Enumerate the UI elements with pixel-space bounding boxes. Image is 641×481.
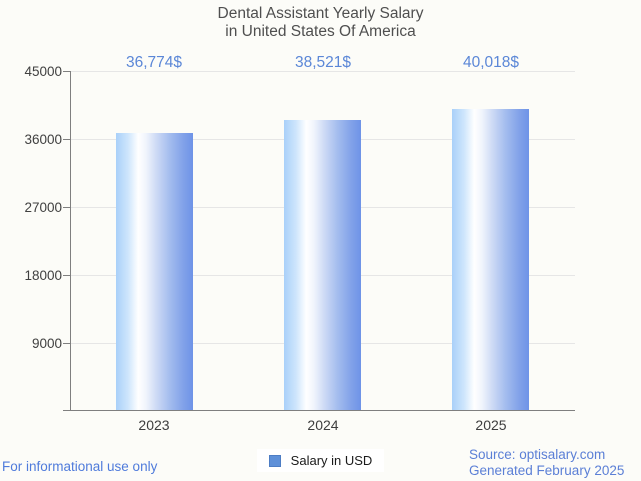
y-tick: [63, 343, 70, 344]
bar-value-label-2024: 38,521$: [294, 54, 352, 71]
x-axis-baseline: [70, 410, 575, 411]
source-attribution: Source: optisalary.com Generated Februar…: [469, 447, 624, 478]
legend: Salary in USD: [0, 449, 641, 472]
source-line: Source: optisalary.com: [469, 447, 606, 462]
gridline-45000: [70, 71, 575, 72]
chart-title: Dental Assistant Yearly Salary in United…: [0, 5, 641, 40]
chart-title-line1: Dental Assistant Yearly Salary: [217, 5, 424, 22]
legend-item: Salary in USD: [256, 449, 385, 472]
generated-line: Generated February 2025: [469, 462, 625, 478]
y-tick: [63, 275, 70, 276]
y-axis-label-36000: 36000: [24, 132, 62, 147]
x-axis-label-2025: 2025: [475, 417, 507, 433]
chart-title-line2: in United States Of America: [225, 22, 416, 40]
plot-area: [63, 71, 575, 411]
legend-label: Salary in USD: [290, 453, 373, 468]
y-axis-label-9000: 9000: [31, 336, 62, 351]
y-axis-label-27000: 27000: [24, 200, 62, 215]
x-axis-label-2023: 2023: [138, 417, 170, 433]
bar-2025[interactable]: [452, 109, 529, 411]
y-tick: [63, 207, 70, 208]
x-axis-label-2024: 2024: [307, 417, 339, 433]
y-tick: [63, 71, 70, 72]
y-tick: [63, 139, 70, 140]
bar-value-label-2025: 40,018$: [462, 54, 520, 71]
y-axis-label-18000: 18000: [24, 268, 62, 283]
legend-marker-square-icon: [268, 454, 281, 467]
y-axis-line: [70, 71, 71, 411]
bar-value-label-2023: 36,774$: [125, 54, 183, 71]
disclaimer-text: For informational use only: [2, 459, 158, 474]
y-axis-label-45000: 45000: [24, 64, 62, 79]
bar-2023[interactable]: [116, 133, 193, 411]
y-tick-baseline: [63, 410, 70, 411]
bar-2024[interactable]: [284, 120, 361, 411]
